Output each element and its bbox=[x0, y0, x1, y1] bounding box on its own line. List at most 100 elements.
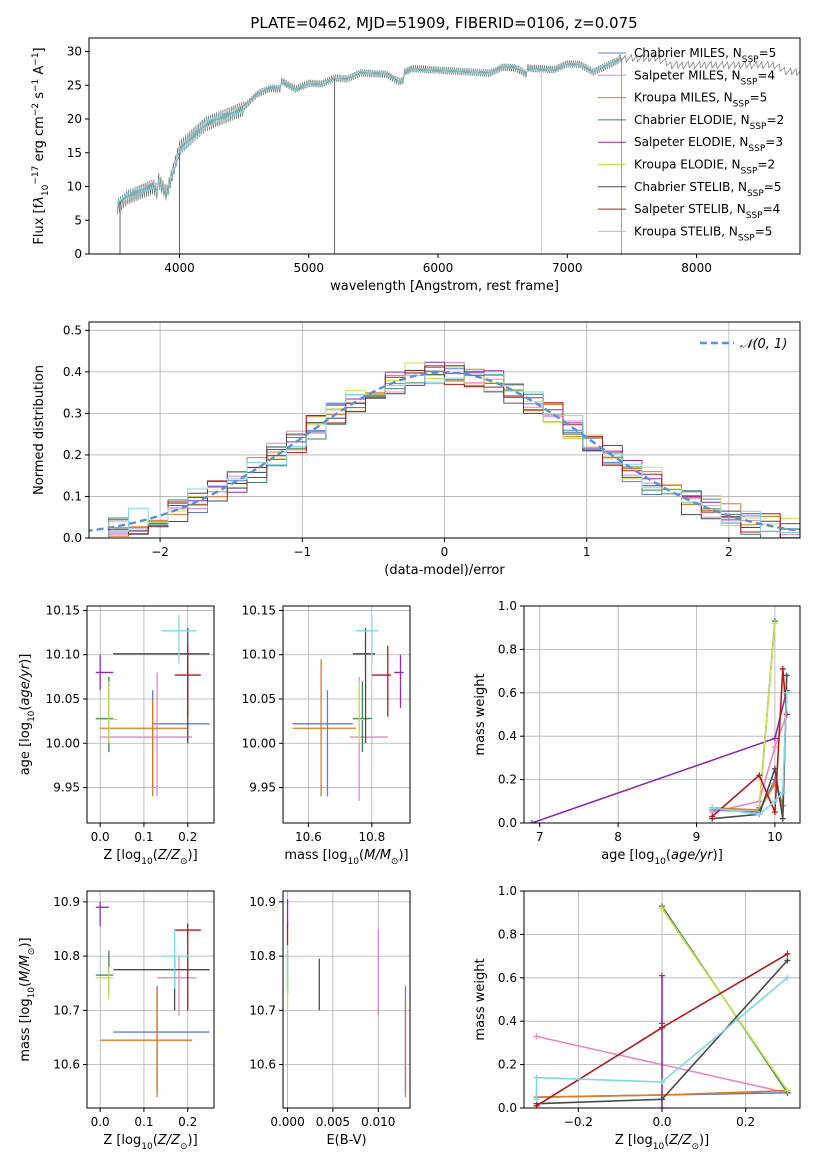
weight-marker bbox=[783, 672, 790, 679]
panel-spectrum: 4000 5000 6000 7000 8000 0 5 10 15 20 25 30 waveleng… bbox=[31, 37, 801, 294]
panel-age-vs-mass: 10.6 10.8 9.95 10.00 10.05 10.10 10.15 mass [lo… bbox=[242, 603, 411, 867]
y-tick-label: 1.0 bbox=[498, 884, 517, 898]
x-tick-label: 0.0 bbox=[91, 830, 110, 844]
legend-label: Salpeter MILES, NSSP=4 bbox=[634, 68, 775, 87]
y-tick-label: 0.6 bbox=[498, 971, 517, 985]
weight-marker bbox=[784, 957, 791, 964]
model-spectrum-line bbox=[117, 56, 622, 211]
x-tick-label: 7000 bbox=[552, 261, 583, 275]
x-tick-label: 5000 bbox=[293, 261, 324, 275]
weight-marker bbox=[771, 798, 778, 805]
weight-line bbox=[712, 714, 788, 813]
y-axis-label: Flux [fλ10−17 erg cm−2 s−1 A−1] bbox=[31, 47, 51, 244]
y-tick-label: 10.10 bbox=[46, 648, 80, 662]
weight-marker bbox=[771, 620, 778, 627]
weight-line bbox=[535, 977, 789, 1100]
weight-marker bbox=[533, 1096, 540, 1103]
model-spectrum-line bbox=[117, 56, 622, 211]
y-tick-label: 0.4 bbox=[63, 365, 82, 379]
plot-area bbox=[95, 901, 210, 1098]
x-axis-label: Z [log10(Z/Z⊙)] bbox=[103, 848, 197, 867]
x-tick-label: 0.0 bbox=[652, 1115, 671, 1129]
model-spectrum-line bbox=[117, 56, 622, 211]
panel-age-vs-Z: 0.0 0.1 0.2 9.95 10.00 10.05 10.10 10.15 Z [log1… bbox=[18, 603, 215, 867]
axes-frame bbox=[523, 890, 801, 1109]
y-tick-label: 5 bbox=[74, 213, 82, 227]
y-tick-label: 0.8 bbox=[498, 927, 517, 941]
x-tick-label: −0.2 bbox=[564, 1115, 593, 1129]
y-tick-label: 10.15 bbox=[46, 603, 80, 617]
y-tick-label: 0.6 bbox=[498, 686, 517, 700]
panel-mass-vs-Z: 0.0 0.1 0.2 10.6 10.7 10.8 10.9 Z [log10(Z/Z⊙)]… bbox=[18, 890, 215, 1152]
x-axis-label: Z [log10(Z/Z⊙)] bbox=[103, 1133, 197, 1152]
y-tick-label: 10.9 bbox=[249, 895, 276, 909]
legend-label: Salpeter STELIB, NSSP=4 bbox=[634, 202, 780, 221]
y-tick-label: 0.3 bbox=[63, 406, 82, 420]
y-tick-label: 0.2 bbox=[63, 448, 82, 462]
normal-curve bbox=[89, 371, 800, 532]
weight-line bbox=[711, 668, 788, 818]
legend-label: Chabrier STELIB, NSSP=5 bbox=[634, 180, 782, 199]
panel-residuals: −2 −1 0 1 2 0.0 0.1 0.2 0.3 0.4 0.5 (data-model)/er… bbox=[32, 321, 801, 578]
y-tick-label: 0 bbox=[74, 247, 82, 261]
weight-marker bbox=[756, 772, 763, 779]
legend-label: Kroupa STELIB, NSSP=5 bbox=[634, 224, 772, 243]
weight-marker bbox=[756, 802, 763, 809]
y-tick-label: 0.5 bbox=[63, 323, 82, 337]
legend-label: 𝒩(0, 1) bbox=[740, 337, 787, 352]
y-tick-label: 10.05 bbox=[242, 692, 276, 706]
weight-marker bbox=[783, 689, 790, 696]
model-spectrum-line bbox=[117, 56, 622, 211]
weight-marker bbox=[709, 804, 716, 811]
x-tick-label: 0.010 bbox=[361, 1115, 395, 1129]
axes-frame bbox=[282, 890, 411, 1109]
x-tick-label: 0.2 bbox=[178, 1115, 197, 1129]
y-tick-label: 10.10 bbox=[242, 648, 276, 662]
plot-area bbox=[286, 899, 407, 1098]
y-tick-label: 10.6 bbox=[53, 1058, 80, 1072]
plot-area bbox=[117, 53, 800, 254]
x-tick-label: 0.1 bbox=[134, 1115, 153, 1129]
y-axis-label: mass weight bbox=[473, 673, 488, 755]
y-tick-label: 10.7 bbox=[249, 1003, 276, 1017]
y-tick-label: 0.2 bbox=[498, 1058, 517, 1072]
y-tick-label: 10.00 bbox=[242, 736, 276, 750]
x-tick-label: 6000 bbox=[423, 261, 454, 275]
x-tick-label: 0.1 bbox=[134, 830, 153, 844]
panel-mass-vs-EBV: 0.000 0.005 0.010 10.6 10.7 10.8 10.9 E(B-V) bbox=[249, 890, 411, 1148]
weight-marker bbox=[659, 1105, 665, 1108]
axes-frame bbox=[282, 605, 411, 824]
y-tick-label: 10.05 bbox=[46, 692, 80, 706]
weight-marker bbox=[779, 665, 786, 672]
plot-area bbox=[95, 614, 210, 797]
y-tick-label: 0.4 bbox=[498, 729, 517, 743]
y-tick-label: 9.95 bbox=[249, 781, 276, 795]
x-tick-label: 4000 bbox=[164, 261, 195, 275]
weight-marker bbox=[784, 974, 791, 981]
x-tick-label: 7 bbox=[536, 830, 544, 844]
figure-title: PLATE=0462, MJD=51909, FIBERID=0106, z=0… bbox=[250, 14, 637, 32]
weight-marker bbox=[779, 815, 786, 822]
weight-marker bbox=[771, 809, 778, 816]
y-tick-label: 0.0 bbox=[498, 1101, 517, 1115]
y-tick-label: 0.4 bbox=[498, 1014, 517, 1028]
weight-marker bbox=[784, 950, 791, 957]
x-axis-label: wavelength [Angstrom, rest frame] bbox=[330, 279, 559, 294]
weight-marker bbox=[659, 1096, 665, 1103]
y-axis-label: mass weight bbox=[473, 958, 488, 1040]
x-tick-label: 10.6 bbox=[295, 830, 322, 844]
x-tick-label: 2 bbox=[725, 545, 733, 559]
y-axis-label: mass [log10(M/M⊙)] bbox=[18, 937, 37, 1061]
x-tick-label: 0 bbox=[441, 545, 449, 559]
weight-marker bbox=[528, 820, 535, 823]
y-axis-label: age [log10(age/yr)] bbox=[18, 654, 37, 776]
x-tick-label: −1 bbox=[293, 545, 311, 559]
observed-spectrum-line bbox=[117, 53, 800, 215]
x-tick-label: 0.005 bbox=[316, 1115, 350, 1129]
weight-marker bbox=[659, 1078, 665, 1085]
weight-line bbox=[758, 623, 776, 806]
axes-frame bbox=[523, 605, 801, 824]
axes-frame bbox=[88, 37, 801, 255]
y-tick-label: 10.00 bbox=[46, 736, 80, 750]
